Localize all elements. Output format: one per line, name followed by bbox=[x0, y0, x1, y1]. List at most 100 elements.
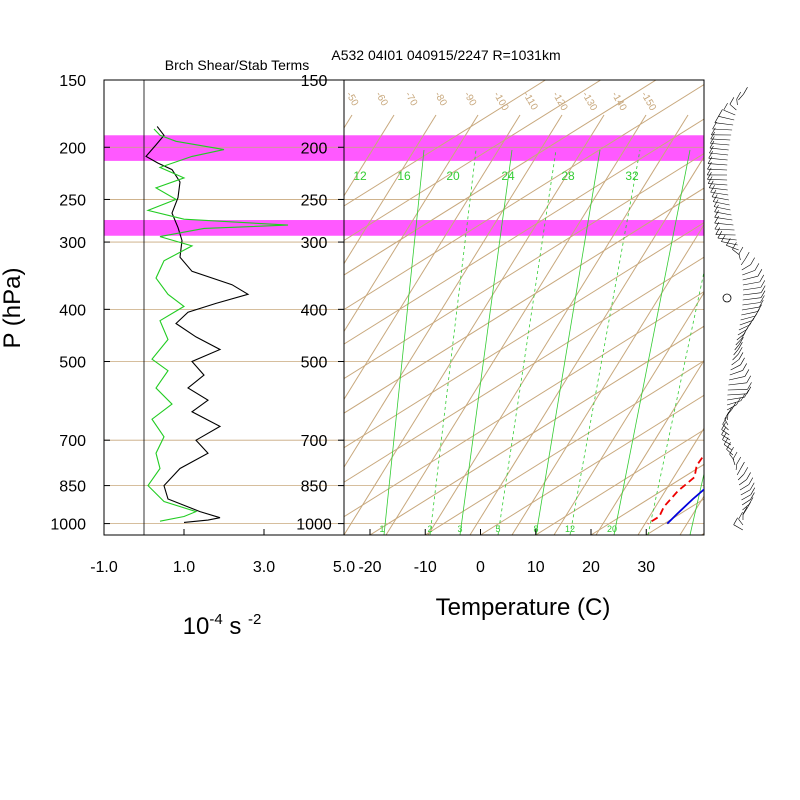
wind-barb-flag bbox=[740, 332, 746, 340]
wind-barb-flag bbox=[707, 156, 713, 164]
wind-barb-flag bbox=[717, 230, 723, 239]
wind-barb-flag bbox=[759, 274, 765, 283]
isotherm-line bbox=[344, 153, 704, 380]
pressure-tick-label: 1000 bbox=[50, 517, 86, 534]
adiabat-line bbox=[344, 114, 437, 265]
wind-barb-flag bbox=[760, 280, 766, 288]
mixing-ratio-label: 12 bbox=[353, 169, 367, 183]
isotherm-label: -110 bbox=[520, 90, 539, 113]
adiabat-line bbox=[637, 427, 704, 535]
wind-barb-flag bbox=[746, 472, 751, 480]
wind-barb bbox=[739, 484, 749, 491]
wind-barb-flag bbox=[743, 87, 748, 95]
adiabat-line bbox=[344, 114, 605, 535]
wind-barb-flag bbox=[732, 242, 737, 250]
units-exp2: -2 bbox=[248, 611, 261, 628]
wind-barb-flag bbox=[724, 411, 730, 420]
shear-term-line bbox=[145, 126, 250, 523]
wind-barb-flag bbox=[718, 109, 723, 117]
shear-tick-label: 5.0 bbox=[333, 559, 355, 576]
wind-barb-flag bbox=[710, 185, 715, 193]
wind-barb-flag bbox=[709, 145, 714, 154]
wind-barb-flag bbox=[714, 210, 719, 218]
mixing-ratio-line bbox=[429, 149, 477, 535]
wind-barb bbox=[730, 364, 741, 371]
wind-barb-flag bbox=[757, 269, 763, 277]
wind-barb-flag bbox=[746, 386, 752, 394]
adiabat-line bbox=[8, 115, 268, 535]
pressure-tick-label: 400 bbox=[59, 302, 86, 319]
wind-barb bbox=[729, 104, 737, 111]
isotherm-line bbox=[480, 394, 704, 535]
wind-barb-flag bbox=[748, 477, 754, 485]
pressure-tick-label: 400 bbox=[301, 302, 328, 319]
wind-barb bbox=[710, 138, 731, 141]
wind-barb-flag bbox=[746, 375, 751, 383]
wind-barb-flag bbox=[760, 285, 766, 293]
wind-barb bbox=[709, 147, 729, 151]
mixing-ratio-label: 16 bbox=[397, 169, 411, 183]
mixing-ratio-label: 5 bbox=[495, 524, 500, 534]
wind-barb-flag bbox=[746, 501, 751, 510]
wind-barb-flag bbox=[726, 238, 731, 246]
wind-barb bbox=[735, 463, 738, 471]
wind-barb bbox=[738, 94, 744, 101]
mixing-ratio-label: 12 bbox=[565, 524, 575, 534]
wind-barb-flag bbox=[722, 432, 727, 440]
wind-barb-flag bbox=[738, 512, 743, 520]
wind-barb bbox=[721, 434, 731, 441]
highlight-band bbox=[344, 135, 704, 161]
wind-barb bbox=[742, 297, 762, 301]
wind-barb bbox=[718, 116, 735, 121]
mixing-ratio-line bbox=[647, 270, 704, 535]
wind-barb bbox=[736, 468, 741, 476]
adiabat-line bbox=[595, 359, 704, 535]
left-panel-title: Brch Shear/Stab Terms bbox=[165, 57, 309, 73]
wind-barb-flag bbox=[740, 357, 745, 365]
wind-barb-column bbox=[706, 87, 766, 531]
wind-barb-flag bbox=[744, 369, 750, 377]
wind-barb-flag bbox=[710, 136, 715, 144]
temperature-tick-label: 30 bbox=[637, 559, 655, 576]
wind-barb bbox=[721, 429, 730, 436]
wind-barb bbox=[741, 494, 751, 501]
wind-barb bbox=[712, 128, 733, 131]
wind-barb bbox=[732, 458, 736, 466]
wind-barb-flag bbox=[759, 299, 764, 308]
wind-barb bbox=[741, 499, 751, 506]
isotherm-line bbox=[344, 80, 602, 242]
isotherm-label: -90 bbox=[461, 90, 478, 108]
dewpoint-line bbox=[647, 453, 704, 525]
isotherm-line bbox=[757, 80, 800, 535]
wind-barb-flag bbox=[712, 194, 718, 202]
wind-barb bbox=[711, 196, 729, 201]
isotherm-line bbox=[535, 429, 704, 535]
mixing-ratio-label: 28 bbox=[561, 169, 575, 183]
wind-barb-flag bbox=[740, 393, 746, 401]
mixing-ratio-line bbox=[689, 471, 704, 535]
mixing-ratio-label: 20 bbox=[607, 524, 617, 534]
isotherm-line bbox=[344, 83, 704, 311]
pressure-tick-label: 700 bbox=[301, 433, 328, 450]
adiabat-line bbox=[50, 115, 310, 535]
wind-barb-flag bbox=[754, 263, 760, 271]
mixing-ratio-label: 24 bbox=[501, 169, 515, 183]
wind-barb bbox=[741, 306, 760, 311]
wind-barb-flag bbox=[750, 492, 755, 500]
wind-barb-flag bbox=[726, 442, 731, 450]
wind-barb-flag bbox=[738, 352, 744, 360]
wind-barb bbox=[732, 354, 739, 361]
wind-barb bbox=[708, 157, 728, 161]
wind-barb bbox=[729, 370, 743, 376]
wind-barb bbox=[714, 122, 734, 126]
wind-barb-flag bbox=[714, 215, 719, 224]
right-panel-title: A532 04I01 040915/2247 R=1031km bbox=[331, 47, 560, 63]
wind-barb bbox=[726, 245, 739, 251]
temperature-tick-label: -10 bbox=[414, 559, 437, 576]
pressure-tick-label: 500 bbox=[59, 355, 86, 372]
wind-barb-flag bbox=[708, 151, 713, 159]
wind-barb bbox=[726, 449, 734, 456]
isotherm-label: -130 bbox=[579, 90, 599, 113]
temperature-line bbox=[666, 488, 704, 525]
wind-barb bbox=[737, 329, 747, 336]
